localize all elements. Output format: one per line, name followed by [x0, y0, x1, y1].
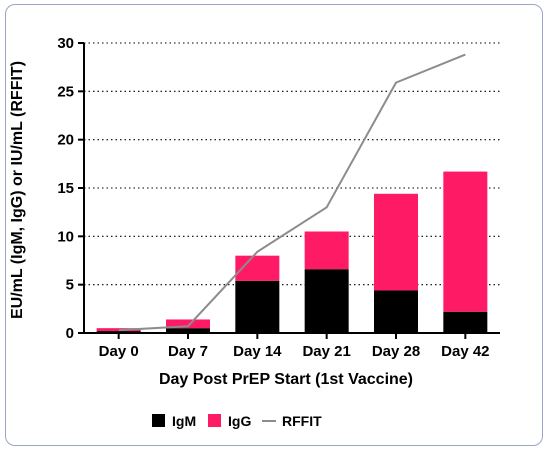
y-tick-label-30: 30 [57, 35, 74, 52]
bar-igg-day-21 [304, 231, 349, 270]
legend-swatch-igg [208, 414, 221, 427]
y-axis-title: EU/mL (IgM, IgG) or IU/mL (RFFIT) [9, 61, 26, 319]
bar-igm-day-28 [374, 290, 418, 333]
y-tick-labels: 0 5 10 15 20 25 30 [57, 35, 84, 342]
line-rffit [118, 53, 466, 332]
bar-igg-day-42 [443, 171, 488, 312]
bars [96, 171, 488, 333]
x-tick-label-day-42: Day 42 [441, 343, 489, 360]
y-tick-label-25: 25 [57, 83, 74, 100]
y-tick-label-0: 0 [66, 325, 74, 342]
y-tick-label-5: 5 [66, 277, 74, 294]
x-tick-label-day-0: Day 0 [99, 343, 139, 360]
legend: IgM IgG RFFIT [152, 413, 322, 429]
x-tick-labels: Day 0 Day 7 Day 14 Day 21 Day 28 Day 42 [99, 333, 490, 360]
x-tick-label-day-14: Day 14 [233, 343, 282, 360]
rffit-line [118, 53, 466, 332]
legend-label-rffit: RFFIT [282, 413, 322, 429]
bar-igm-day-21 [304, 269, 349, 333]
y-tick-label-20: 20 [57, 132, 74, 149]
y-tick-label-15: 15 [57, 180, 74, 197]
bar-igg-day-7 [166, 319, 210, 329]
legend-label-igm: IgM [172, 413, 196, 429]
x-tick-label-day-7: Day 7 [168, 343, 208, 360]
x-tick-label-day-21: Day 21 [302, 343, 350, 360]
legend-swatch-igm [152, 414, 165, 427]
legend-label-igg: IgG [228, 413, 251, 429]
gridlines [84, 42, 500, 286]
x-axis-title: Day Post PrEP Start (1st Vaccine) [159, 371, 413, 388]
bar-igg-day-28 [374, 193, 418, 291]
x-tick-label-day-28: Day 28 [372, 343, 420, 360]
bar-igm-day-14 [235, 280, 280, 333]
bar-igm-day-42 [443, 311, 488, 333]
bar-igm-day-7 [166, 328, 210, 333]
y-tick-label-10: 10 [57, 228, 74, 245]
